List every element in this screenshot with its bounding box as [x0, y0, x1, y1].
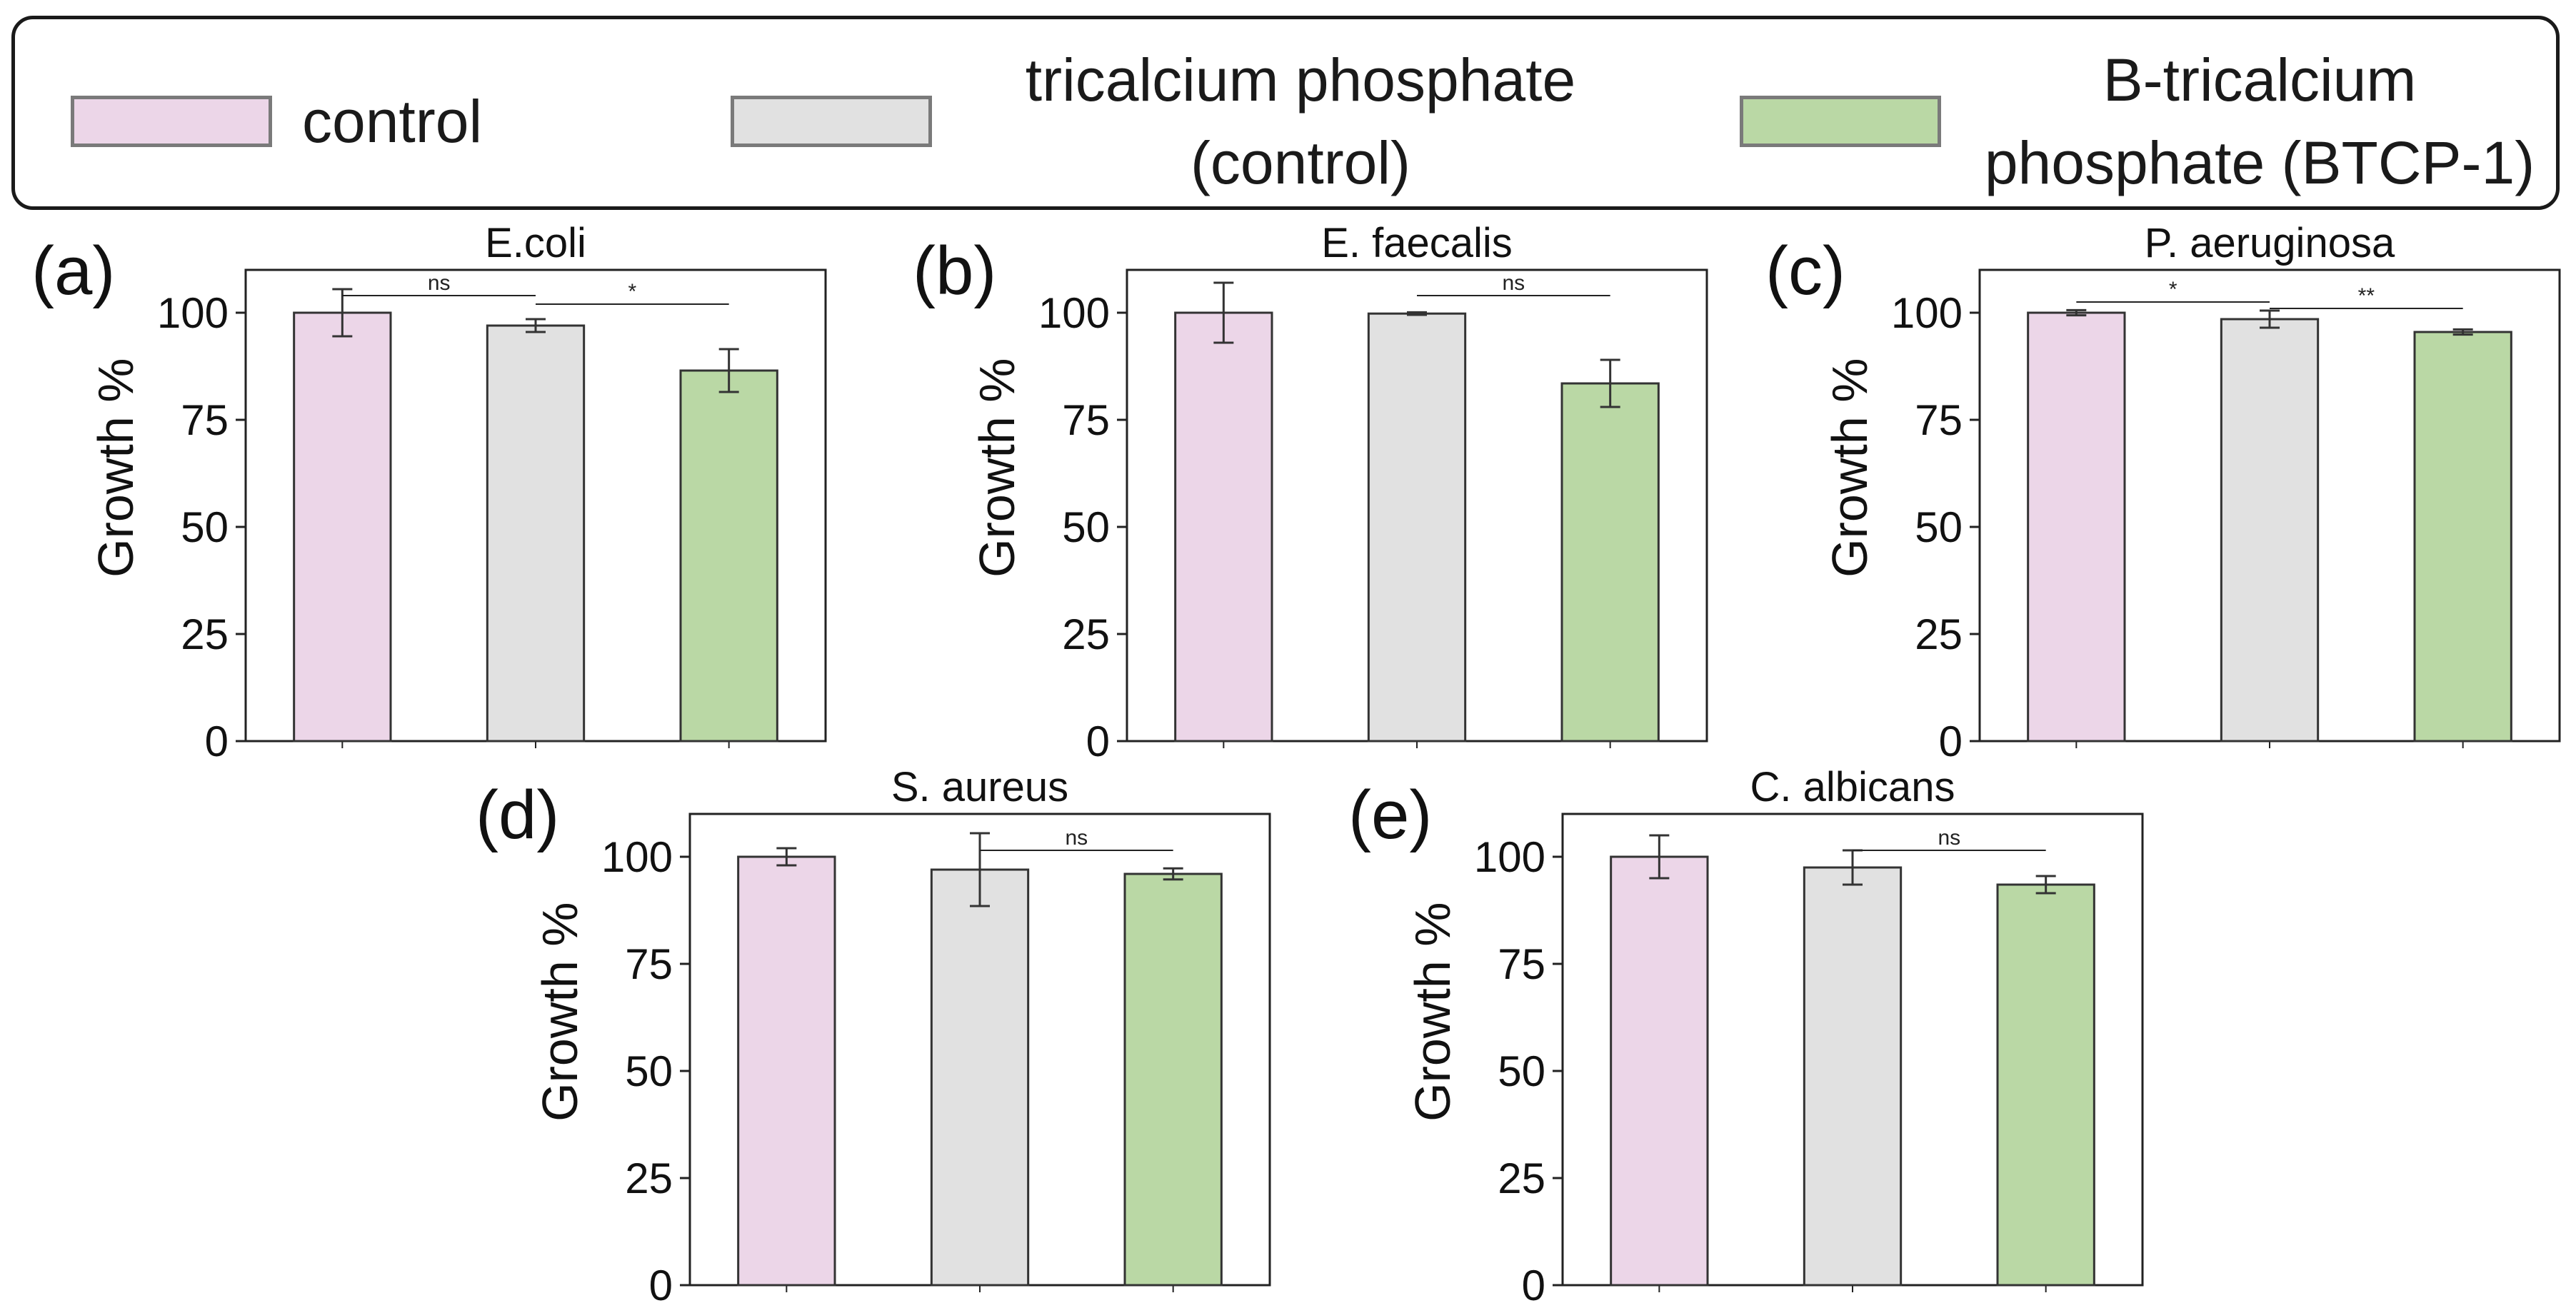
- bar-0: [1174, 311, 1273, 743]
- bar-2: [2413, 331, 2512, 743]
- panel-letter: (b): [913, 233, 996, 309]
- y-tick-label: 25: [1915, 610, 1963, 658]
- y-tick-label: 25: [625, 1154, 673, 1202]
- y-axis-label: Growth %: [1822, 358, 1878, 578]
- y-tick-label: 50: [625, 1047, 673, 1095]
- legend-box: control tricalcium phosphate (control) B…: [11, 16, 2560, 210]
- y-tick-label: 50: [1498, 1047, 1545, 1095]
- y-tick-label: 0: [649, 1262, 673, 1308]
- chart-3-group: 0 25 50 75 100 ns S. aureus (d) Growth %: [476, 764, 1271, 1308]
- significance-label: ns: [1502, 271, 1525, 295]
- legend-label-btcp: B-tricalcium phosphate (BTCP-1): [1984, 46, 2535, 196]
- bar-0: [1610, 855, 1709, 1287]
- bar-1: [930, 868, 1030, 1287]
- y-tick-label: 100: [601, 833, 673, 881]
- chart-0-group: 0 25 50 75 100 ns * E.coli (a) Growth %: [31, 220, 827, 765]
- bar-1: [1367, 312, 1467, 743]
- panel-letter: (d): [476, 777, 559, 853]
- y-tick-label: 75: [181, 396, 229, 444]
- bar-2: [1996, 883, 2095, 1287]
- significance-label: ns: [1938, 826, 1960, 850]
- bar-2: [1123, 872, 1223, 1287]
- legend-item-control: control: [71, 80, 482, 163]
- y-tick-label: 100: [1038, 289, 1110, 337]
- significance-label: ns: [428, 271, 451, 295]
- bar-0: [293, 311, 392, 743]
- y-tick-label: 75: [1498, 940, 1545, 988]
- y-tick-label: 75: [1915, 396, 1963, 444]
- chart-title: C. albicans: [1750, 764, 1955, 810]
- panel-letter: (a): [31, 233, 115, 309]
- y-tick-label: 25: [1062, 610, 1110, 658]
- y-tick-label: 100: [1891, 289, 1963, 337]
- chart-title: E.coli: [485, 220, 586, 266]
- y-axis-label: Growth %: [88, 358, 144, 578]
- bar-1: [1803, 866, 1903, 1287]
- legend-item-tcp: tricalcium phosphate (control): [731, 39, 1643, 204]
- legend-label-tcp: tricalcium phosphate (control): [1025, 46, 1576, 196]
- chart-1-group: 0 25 50 75 100 ns E. faecalis (b) Growth %: [913, 220, 1708, 765]
- y-tick-label: 75: [1062, 396, 1110, 444]
- y-tick-label: 100: [1474, 833, 1545, 881]
- y-tick-label: 25: [1498, 1154, 1545, 1202]
- bar-0: [2027, 311, 2126, 743]
- y-tick-label: 0: [1939, 718, 1963, 765]
- significance-label: **: [2358, 284, 2375, 308]
- y-tick-label: 50: [1062, 503, 1110, 551]
- legend-label-control: control: [302, 88, 483, 155]
- significance-label: *: [628, 280, 636, 303]
- bar-1: [2220, 318, 2320, 743]
- y-tick-label: 75: [625, 940, 673, 988]
- y-tick-label: 0: [1086, 718, 1110, 765]
- significance-label: ns: [1065, 826, 1088, 850]
- significance-label: *: [2169, 278, 2177, 301]
- legend-swatch-btcp: [1740, 96, 1941, 147]
- legend-item-btcp: B-tricalcium phosphate (BTCP-1): [1740, 39, 2567, 204]
- legend-swatch-tcp: [731, 96, 932, 147]
- y-tick-label: 50: [1915, 503, 1963, 551]
- y-tick-label: 25: [181, 610, 229, 658]
- y-tick-label: 50: [181, 503, 229, 551]
- panel-letter: (e): [1348, 777, 1432, 853]
- chart-title: E. faecalis: [1321, 220, 1513, 266]
- y-tick-label: 0: [1522, 1262, 1545, 1308]
- bar-2: [679, 369, 778, 743]
- panel-letter: (c): [1765, 233, 1845, 309]
- y-axis-label: Growth %: [969, 358, 1025, 578]
- legend-swatch-control: [71, 96, 272, 147]
- y-tick-label: 100: [157, 289, 229, 337]
- chart-title: P. aeruginosa: [2145, 220, 2395, 266]
- y-axis-label: Growth %: [1405, 902, 1460, 1122]
- y-axis-label: Growth %: [532, 902, 588, 1122]
- chart-title: S. aureus: [891, 764, 1068, 810]
- chart-4-group: 0 25 50 75 100 ns C. albicans (e) Growth %: [1348, 764, 2144, 1308]
- bar-2: [1560, 382, 1660, 743]
- bar-0: [737, 855, 836, 1287]
- bar-1: [486, 324, 586, 743]
- y-tick-label: 0: [205, 718, 229, 765]
